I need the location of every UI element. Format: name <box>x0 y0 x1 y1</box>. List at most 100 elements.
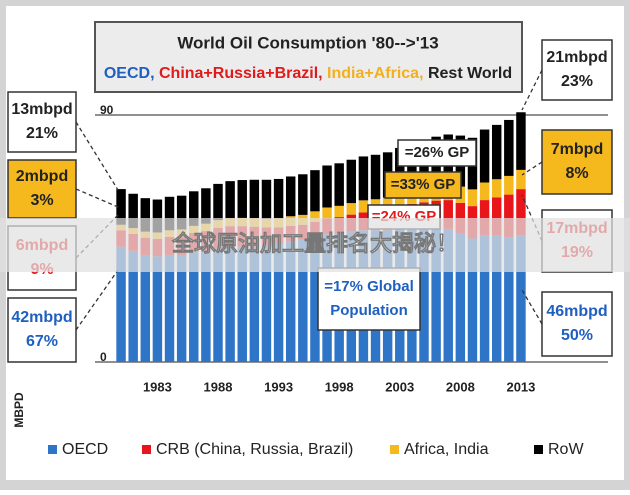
bar-segment <box>249 179 260 219</box>
annotation-text: =33% GP <box>391 176 456 193</box>
annotation-text: =26% GP <box>405 144 470 161</box>
bar-segment <box>516 112 526 170</box>
bar-segment <box>370 154 381 200</box>
bar-segment <box>516 189 526 236</box>
bar-segment <box>491 197 502 236</box>
annotation-arrow <box>521 161 543 176</box>
bar-segment <box>128 250 138 362</box>
banner-text: 全球原油加工量排名大揭秘！ <box>171 231 458 256</box>
legend-label: RoW <box>548 441 584 458</box>
bar-segment <box>213 183 223 221</box>
annotation-text: 21mbpd <box>546 49 607 66</box>
legend-swatch <box>534 445 543 454</box>
bar-segment <box>261 179 272 219</box>
bar-segment <box>128 193 138 229</box>
bar-segment <box>140 254 151 362</box>
bar-segment <box>273 243 284 362</box>
annotation-text: 21% <box>26 125 58 142</box>
bar-segment <box>443 228 453 362</box>
chart-title: World Oil Consumption '80-->'13 <box>177 33 438 52</box>
bar-segment <box>479 235 490 362</box>
bar-segment <box>467 238 478 362</box>
subtitle-part: Rest World <box>428 65 512 82</box>
legend-label: Africa, India <box>404 441 489 458</box>
bar-segment <box>467 189 478 207</box>
bar-segment <box>322 207 332 219</box>
annotation-box <box>7 297 77 363</box>
bar-segment <box>164 196 175 231</box>
bar-segment <box>152 256 163 362</box>
bar-segment <box>225 181 235 219</box>
bar-segment <box>140 198 151 232</box>
bar-segment <box>504 175 514 195</box>
bar-segment <box>395 147 405 195</box>
x-tick-label: 1993 <box>264 379 293 394</box>
y-axis-label: MBPD <box>12 392 26 428</box>
bar-segment <box>261 245 272 362</box>
legend-swatch <box>48 445 57 454</box>
x-tick-label: 1983 <box>143 379 172 394</box>
legend-label: CRB (China, Russia, Brazil) <box>156 441 353 458</box>
bar-segment <box>225 246 235 362</box>
subtitle-part: China+Russia+Brazil, <box>159 65 327 82</box>
bar-segment <box>176 195 187 230</box>
bar-segment <box>479 182 490 201</box>
title-box <box>94 21 523 93</box>
annotation-text: Population <box>330 302 408 319</box>
bar-segment <box>479 129 490 183</box>
y-tick-label: 0 <box>100 350 107 364</box>
annotation-box <box>541 129 613 195</box>
annotation-box <box>541 39 613 101</box>
subtitle-part: OECD, <box>104 65 159 82</box>
annotation-text: 46mbpd <box>546 303 607 320</box>
annotation-text: 23% <box>561 73 593 90</box>
annotation-box <box>384 171 462 199</box>
annotation-arrow <box>75 121 119 191</box>
bar-segment <box>298 174 308 215</box>
annotation-box <box>7 159 77 219</box>
bar-segment <box>516 169 526 190</box>
annotation-text: 3% <box>30 192 53 209</box>
bar-segment <box>189 252 199 362</box>
bar-segment <box>479 200 490 236</box>
annotation-arrow <box>521 69 543 111</box>
bar-segment <box>201 188 211 224</box>
bar-segment <box>346 203 357 215</box>
bar-segment <box>116 246 126 362</box>
bar-segment <box>516 235 526 362</box>
bar-segment <box>152 199 163 233</box>
bar-segment <box>164 254 175 362</box>
bar-segment <box>358 156 369 201</box>
annotation-box <box>397 139 477 167</box>
annotation-text: 13mbpd <box>11 101 72 118</box>
bar-segment <box>491 179 502 198</box>
bar-segment <box>310 170 320 212</box>
x-tick-label: 2003 <box>385 379 414 394</box>
bar-segment <box>189 191 199 226</box>
bar-segment <box>504 119 514 176</box>
bar-segment <box>298 239 308 362</box>
bar-segment <box>237 246 247 362</box>
annotation-text: =17% Global <box>324 278 414 295</box>
bar-segment <box>358 200 369 213</box>
bar-segment <box>455 233 466 362</box>
bar-segment <box>310 211 320 222</box>
bar-segment <box>213 248 223 362</box>
bar-segment <box>237 180 247 218</box>
annotation-arrow <box>75 269 119 331</box>
annotation-text: 42mbpd <box>11 309 72 326</box>
annotation-arrow <box>75 188 119 208</box>
bar-segment <box>310 237 320 362</box>
annotation-text: 2mbpd <box>16 168 68 185</box>
annotation-text: 50% <box>561 327 593 344</box>
annotation-box <box>7 91 77 153</box>
bar-segment <box>504 237 514 362</box>
x-tick-label: 1998 <box>325 379 354 394</box>
bar-segment <box>334 205 344 218</box>
bar-segment <box>176 254 187 362</box>
bar-segment <box>346 159 357 204</box>
bar-segment <box>322 165 332 208</box>
bar-segment <box>285 176 296 217</box>
chart-subtitle: OECD, China+Russia+Brazil, India+Africa,… <box>104 65 512 82</box>
